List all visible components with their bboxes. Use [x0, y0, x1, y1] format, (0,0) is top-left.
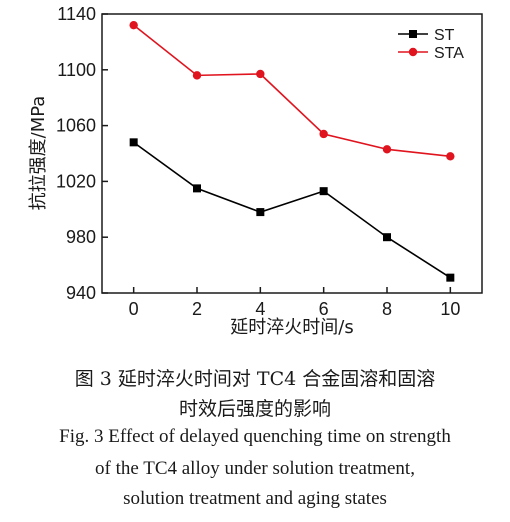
data-point-st	[129, 138, 138, 147]
data-point-st	[383, 233, 391, 242]
data-point-sta	[319, 129, 328, 139]
x-tick-label: 2	[192, 299, 202, 319]
figure-caption-en-line2: of the TC4 alloy under solution treatmen…	[95, 458, 415, 479]
data-point-sta	[129, 20, 138, 30]
x-tick-label: 8	[382, 299, 392, 319]
y-tick-label: 980	[66, 227, 96, 247]
y-tick-label: 1020	[56, 171, 96, 191]
y-tick-label: 1140	[57, 4, 96, 24]
series-line-sta	[133, 24, 451, 158]
figure-caption-en-line1: Fig. 3 Effect of delayed quenching time …	[59, 426, 451, 447]
y-axis-title: 抗拉强度/MPa	[28, 96, 49, 211]
legend-marker-st	[409, 30, 417, 38]
data-point-st	[319, 187, 328, 196]
x-tick-label: 6	[319, 299, 329, 319]
data-point-sta	[192, 71, 202, 80]
data-point-st	[256, 208, 265, 217]
figure-caption-en-line3: solution treatment and aging states	[123, 488, 387, 509]
x-tick-label: 4	[255, 299, 265, 319]
x-axis-title: 延时淬火时间/s	[230, 317, 353, 338]
x-tick-label: 0	[129, 299, 139, 319]
data-point-sta	[446, 152, 455, 161]
y-tick-label: 1060	[56, 116, 96, 136]
figure-caption-cn-line1: 图 3 延时淬火时间对 TC4 合金固溶和固溶	[74, 368, 436, 390]
y-tick-label: 1100	[57, 60, 96, 80]
x-tick-label: 10	[440, 299, 460, 319]
legend-label-st: ST	[434, 27, 455, 44]
data-point-st	[446, 273, 455, 282]
figure-caption-cn-line2: 时效后强度的影响	[178, 398, 331, 420]
y-tick-label: 940	[66, 283, 96, 303]
data-point-sta	[256, 69, 265, 79]
legend-marker-sta	[408, 47, 418, 57]
data-point-st	[193, 184, 201, 193]
data-point-sta	[382, 145, 392, 154]
series-line-st	[133, 141, 451, 279]
legend-label-sta: STA	[434, 45, 464, 62]
plot-frame	[101, 13, 483, 294]
